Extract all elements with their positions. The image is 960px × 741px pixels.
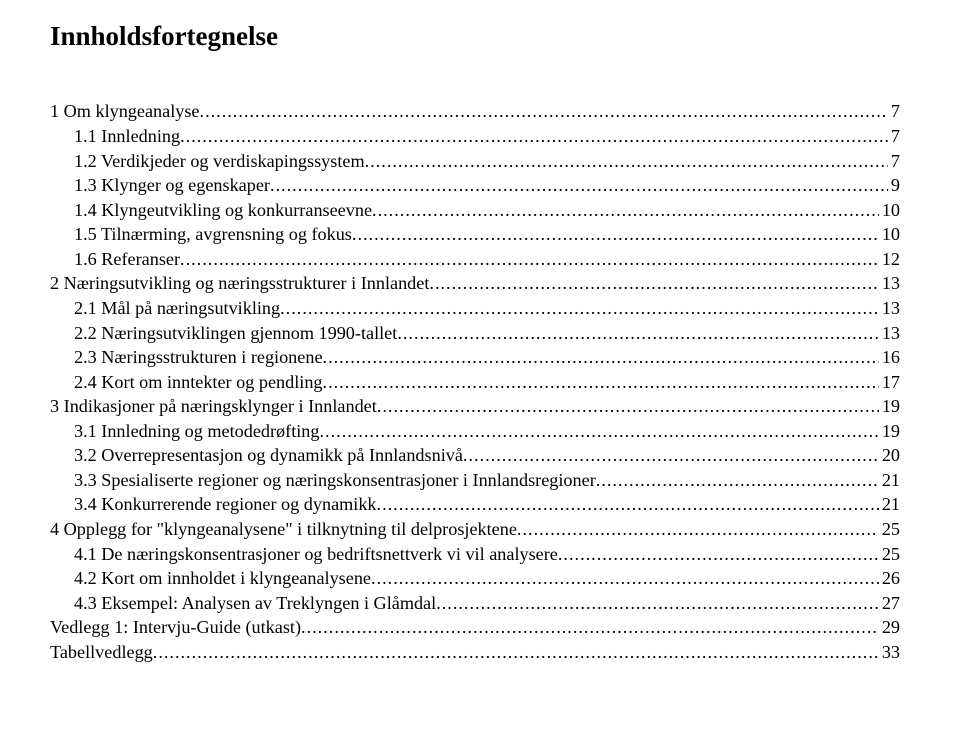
- toc-entry-page: 7: [888, 99, 900, 124]
- toc-entry-page: 19: [879, 419, 900, 444]
- toc-entry: 1.6 Referanser 12: [50, 247, 900, 272]
- toc-entry-page: 19: [879, 394, 900, 419]
- toc-leader-dots: [301, 615, 879, 640]
- toc-entry-label: 1.5 Tilnærming, avgrensning og fokus: [74, 222, 352, 247]
- toc-leader-dots: [436, 591, 879, 616]
- toc-leader-dots: [372, 198, 879, 223]
- toc-entry: 1.4 Klyngeutvikling og konkurranseevne 10: [50, 198, 900, 223]
- table-of-contents: 1 Om klyngeanalyse71.1 Innledning71.2 Ve…: [50, 99, 900, 664]
- toc-entry-label: 4 Opplegg for "klyngeanalysene" i tilkny…: [50, 517, 517, 542]
- toc-entry-label: 1 Om klyngeanalyse: [50, 99, 200, 124]
- toc-entry: 3 Indikasjoner på næringsklynger i Innla…: [50, 394, 900, 419]
- toc-entry-label: 1.3 Klynger og egenskaper: [74, 173, 270, 198]
- toc-leader-dots: [365, 149, 888, 174]
- toc-leader-dots: [517, 517, 879, 542]
- toc-entry-label: 3.3 Spesialiserte regioner og næringskon…: [74, 468, 596, 493]
- toc-entry-label: 1.4 Klyngeutvikling og konkurranseevne: [74, 198, 372, 223]
- toc-entry: 2.3 Næringsstrukturen i regionene 16: [50, 345, 900, 370]
- toc-entry: Vedlegg 1: Intervju-Guide (utkast) 29: [50, 615, 900, 640]
- document-page: Innholdsfortegnelse 1 Om klyngeanalyse71…: [0, 0, 960, 682]
- toc-leader-dots: [180, 247, 879, 272]
- toc-entry: 3.1 Innledning og metodedrøfting 19: [50, 419, 900, 444]
- toc-entry-label: Vedlegg 1: Intervju-Guide (utkast): [50, 615, 301, 640]
- toc-entry: 3.3 Spesialiserte regioner og næringskon…: [50, 468, 900, 493]
- toc-entry-label: 4.2 Kort om innholdet i klyngeanalysene: [74, 566, 371, 591]
- toc-entry: 1.3 Klynger og egenskaper 9: [50, 173, 900, 198]
- toc-leader-dots: [323, 370, 879, 395]
- toc-leader-dots: [596, 468, 879, 493]
- toc-entry-label: 2.3 Næringsstrukturen i regionene: [74, 345, 323, 370]
- toc-entry-page: 25: [879, 517, 900, 542]
- toc-entry-page: 17: [879, 370, 900, 395]
- toc-entry-page: 13: [879, 271, 900, 296]
- toc-entry-page: 25: [879, 542, 900, 567]
- toc-entry-label: 4.3 Eksempel: Analysen av Treklyngen i G…: [74, 591, 436, 616]
- toc-entry-label: 3.2 Overrepresentasjon og dynamikk på In…: [74, 443, 463, 468]
- toc-entry-label: 2.1 Mål på næringsutvikling: [74, 296, 280, 321]
- toc-leader-dots: [270, 173, 888, 198]
- toc-entry: 4.1 De næringskonsentrasjoner og bedrift…: [50, 542, 900, 567]
- toc-leader-dots: [377, 394, 879, 419]
- toc-entry: 1.5 Tilnærming, avgrensning og fokus 10: [50, 222, 900, 247]
- toc-leader-dots: [320, 419, 879, 444]
- toc-entry: 4.3 Eksempel: Analysen av Treklyngen i G…: [50, 591, 900, 616]
- toc-leader-dots: [371, 566, 879, 591]
- toc-entry: 4 Opplegg for "klyngeanalysene" i tilkny…: [50, 517, 900, 542]
- toc-entry-label: 2.4 Kort om inntekter og pendling: [74, 370, 323, 395]
- toc-entry: 2.2 Næringsutviklingen gjennom 1990-tall…: [50, 321, 900, 346]
- toc-entry: 2.1 Mål på næringsutvikling 13: [50, 296, 900, 321]
- toc-entry-page: 20: [879, 443, 900, 468]
- toc-leader-dots: [558, 542, 879, 567]
- toc-leader-dots: [352, 222, 879, 247]
- toc-entry-page: 29: [879, 615, 900, 640]
- toc-leader-dots: [180, 124, 888, 149]
- toc-entry-page: 16: [879, 345, 900, 370]
- toc-entry-page: 12: [879, 247, 900, 272]
- toc-entry-page: 27: [879, 591, 900, 616]
- toc-entry: 2 Næringsutvikling og næringsstrukturer …: [50, 271, 900, 296]
- toc-entry-label: 1.1 Innledning: [74, 124, 180, 149]
- toc-entry-page: 13: [879, 321, 900, 346]
- toc-entry-label: 4.1 De næringskonsentrasjoner og bedrift…: [74, 542, 558, 567]
- toc-entry-page: 13: [879, 296, 900, 321]
- toc-entry-label: 1.6 Referanser: [74, 247, 180, 272]
- toc-leader-dots: [377, 492, 879, 517]
- toc-entry-label: 1.2 Verdikjeder og verdiskapingssystem: [74, 149, 365, 174]
- toc-entry-page: 21: [879, 492, 900, 517]
- toc-leader-dots: [397, 321, 879, 346]
- toc-entry: 3.2 Overrepresentasjon og dynamikk på In…: [50, 443, 900, 468]
- toc-leader-dots: [463, 443, 879, 468]
- toc-entry-label: 3 Indikasjoner på næringsklynger i Innla…: [50, 394, 377, 419]
- toc-entry: 4.2 Kort om innholdet i klyngeanalysene 2…: [50, 566, 900, 591]
- toc-entry-page: 33: [879, 640, 900, 665]
- toc-entry: 1 Om klyngeanalyse 7: [50, 99, 900, 124]
- toc-leader-dots: [280, 296, 879, 321]
- toc-entry-page: 21: [879, 468, 900, 493]
- page-title: Innholdsfortegnelse: [50, 18, 900, 54]
- toc-leader-dots: [323, 345, 879, 370]
- toc-entry-label: 3.4 Konkurrerende regioner og dynamikk: [74, 492, 377, 517]
- toc-entry-page: 9: [888, 173, 900, 198]
- toc-entry-label: 2.2 Næringsutviklingen gjennom 1990-tall…: [74, 321, 397, 346]
- toc-entry-page: 10: [879, 222, 900, 247]
- toc-entry: 3.4 Konkurrerende regioner og dynamikk 21: [50, 492, 900, 517]
- toc-entry: 2.4 Kort om inntekter og pendling 17: [50, 370, 900, 395]
- toc-entry-page: 7: [888, 149, 900, 174]
- toc-leader-dots: [200, 99, 888, 124]
- toc-entry: Tabellvedlegg 33: [50, 640, 900, 665]
- toc-entry: 1.2 Verdikjeder og verdiskapingssystem 7: [50, 149, 900, 174]
- toc-entry-page: 26: [879, 566, 900, 591]
- toc-entry: 1.1 Innledning 7: [50, 124, 900, 149]
- toc-entry-page: 10: [879, 198, 900, 223]
- toc-entry-label: 2 Næringsutvikling og næringsstrukturer …: [50, 271, 429, 296]
- toc-leader-dots: [153, 640, 879, 665]
- toc-entry-page: 7: [888, 124, 900, 149]
- toc-entry-label: Tabellvedlegg: [50, 640, 153, 665]
- toc-leader-dots: [429, 271, 878, 296]
- toc-entry-label: 3.1 Innledning og metodedrøfting: [74, 419, 320, 444]
